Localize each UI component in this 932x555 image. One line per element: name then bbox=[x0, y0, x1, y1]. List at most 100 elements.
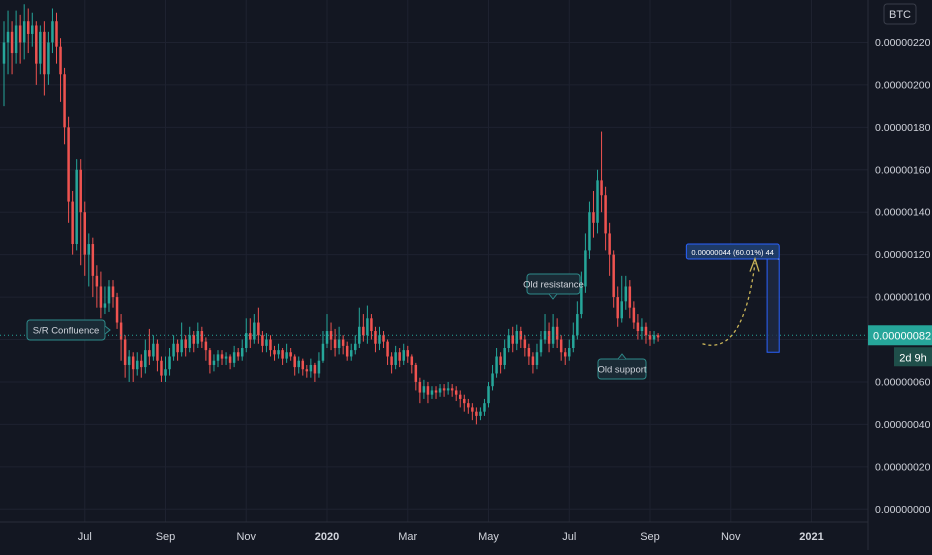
candle[interactable] bbox=[293, 354, 296, 376]
candle[interactable] bbox=[321, 331, 325, 363]
candle[interactable] bbox=[559, 335, 563, 361]
candle[interactable] bbox=[580, 271, 583, 319]
candle[interactable] bbox=[531, 352, 535, 374]
candle[interactable] bbox=[487, 381, 490, 408]
candle[interactable] bbox=[160, 356, 163, 382]
candle[interactable] bbox=[467, 398, 470, 414]
candle[interactable] bbox=[301, 358, 305, 376]
candle[interactable] bbox=[616, 286, 619, 327]
candle[interactable] bbox=[196, 322, 200, 348]
candle[interactable] bbox=[588, 201, 591, 259]
candle[interactable] bbox=[91, 237, 95, 298]
candle[interactable] bbox=[471, 403, 474, 421]
candle[interactable] bbox=[406, 345, 410, 363]
candle[interactable] bbox=[636, 314, 640, 340]
candle[interactable] bbox=[71, 190, 74, 255]
candle[interactable] bbox=[596, 169, 599, 234]
candle[interactable] bbox=[224, 352, 228, 365]
candle[interactable] bbox=[446, 381, 450, 395]
candle[interactable] bbox=[35, 21, 38, 85]
candle[interactable] bbox=[111, 280, 115, 308]
candle[interactable] bbox=[515, 324, 519, 351]
candle[interactable] bbox=[543, 314, 547, 344]
candle[interactable] bbox=[2, 21, 6, 107]
candle[interactable] bbox=[14, 10, 18, 64]
candle[interactable] bbox=[463, 394, 466, 412]
candle[interactable] bbox=[390, 352, 393, 374]
candle[interactable] bbox=[398, 348, 401, 368]
candle[interactable] bbox=[358, 307, 361, 348]
candle[interactable] bbox=[10, 21, 14, 75]
candle[interactable] bbox=[309, 358, 313, 378]
candle[interactable] bbox=[547, 322, 551, 353]
candle[interactable] bbox=[354, 335, 357, 355]
currency-badge[interactable] bbox=[883, 3, 917, 25]
measure-box[interactable] bbox=[766, 258, 780, 353]
candle[interactable] bbox=[333, 328, 337, 357]
candle[interactable] bbox=[620, 275, 623, 323]
candle[interactable] bbox=[289, 348, 292, 361]
candle[interactable] bbox=[430, 386, 434, 399]
candle[interactable] bbox=[370, 314, 373, 340]
candle[interactable] bbox=[386, 339, 389, 365]
candle[interactable] bbox=[507, 328, 510, 353]
candle[interactable] bbox=[422, 379, 426, 399]
candle[interactable] bbox=[584, 233, 587, 293]
candle[interactable] bbox=[450, 384, 454, 397]
candle[interactable] bbox=[6, 10, 10, 75]
candle[interactable] bbox=[31, 12, 34, 47]
candle[interactable] bbox=[212, 354, 216, 372]
candle[interactable] bbox=[640, 318, 644, 340]
candle[interactable] bbox=[366, 305, 369, 344]
candle[interactable] bbox=[305, 364, 309, 378]
candle[interactable] bbox=[172, 335, 175, 361]
candle[interactable] bbox=[382, 331, 385, 348]
candle[interactable] bbox=[555, 318, 559, 348]
candle[interactable] bbox=[253, 314, 256, 344]
candle[interactable] bbox=[454, 386, 458, 402]
candle[interactable] bbox=[652, 331, 656, 344]
candle[interactable] bbox=[410, 354, 414, 374]
candle[interactable] bbox=[394, 345, 397, 370]
candle[interactable] bbox=[135, 352, 139, 376]
candle[interactable] bbox=[374, 326, 377, 353]
candle[interactable] bbox=[123, 335, 127, 378]
candle[interactable] bbox=[59, 38, 62, 102]
candle[interactable] bbox=[341, 335, 345, 355]
candle[interactable] bbox=[79, 159, 82, 266]
candle[interactable] bbox=[164, 356, 167, 382]
candle[interactable] bbox=[95, 265, 99, 308]
candle[interactable] bbox=[475, 407, 478, 425]
candle[interactable] bbox=[297, 356, 300, 374]
candle[interactable] bbox=[281, 348, 284, 365]
candle[interactable] bbox=[119, 314, 123, 361]
candle[interactable] bbox=[249, 318, 252, 348]
candle[interactable] bbox=[188, 326, 191, 353]
candle[interactable] bbox=[648, 331, 652, 346]
candle[interactable] bbox=[240, 339, 244, 361]
candle[interactable] bbox=[144, 339, 147, 374]
candle[interactable] bbox=[362, 314, 365, 342]
candle[interactable] bbox=[140, 354, 143, 378]
candle[interactable] bbox=[99, 271, 103, 319]
candle[interactable] bbox=[612, 250, 615, 308]
candle[interactable] bbox=[624, 275, 628, 310]
candle[interactable] bbox=[491, 364, 494, 391]
candle[interactable] bbox=[232, 345, 236, 368]
candle[interactable] bbox=[349, 343, 353, 361]
candle[interactable] bbox=[604, 186, 607, 251]
candle[interactable] bbox=[345, 341, 349, 361]
candle[interactable] bbox=[180, 322, 183, 357]
candle[interactable] bbox=[107, 280, 111, 312]
current-price-tag[interactable] bbox=[868, 325, 932, 346]
candle[interactable] bbox=[317, 352, 321, 378]
candle[interactable] bbox=[628, 280, 632, 319]
candle[interactable] bbox=[592, 190, 595, 238]
candle[interactable] bbox=[55, 12, 58, 64]
candle[interactable] bbox=[632, 301, 636, 329]
candle[interactable] bbox=[378, 326, 381, 351]
candle[interactable] bbox=[608, 222, 611, 276]
candle[interactable] bbox=[563, 348, 567, 365]
